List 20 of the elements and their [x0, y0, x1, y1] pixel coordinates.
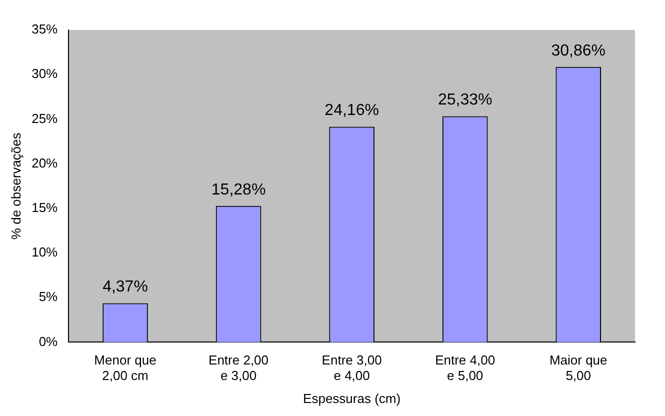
data-label: 25,33%	[438, 92, 492, 109]
data-label: 15,28%	[211, 181, 266, 198]
y-tick-label: 35%	[32, 22, 58, 37]
data-label: 4,37%	[102, 278, 148, 296]
data-label: 24,16%	[324, 102, 379, 120]
x-tick-label: Entre 2,00 e 3,00	[208, 352, 269, 384]
y-tick-label: 20%	[32, 155, 58, 170]
data-label: 30,86%	[551, 42, 606, 60]
x-tick-label: Entre 4,00 e 5,00	[435, 352, 496, 384]
y-tick-label: 30%	[32, 66, 58, 82]
y-tick-label: 5%	[38, 289, 58, 304]
y-tick-label: 10%	[32, 244, 58, 260]
y-axis-title: % de observações	[8, 132, 24, 240]
y-tick-label: 25%	[32, 110, 58, 126]
x-tick-label: Maior que 5,00	[549, 352, 608, 384]
x-axis-title: Espessuras (cm)	[303, 390, 401, 406]
x-tick-label: Entre 3,00 e 4,00	[322, 352, 382, 384]
y-tick-label: 15%	[32, 200, 58, 215]
x-tick-label: Menor que 2,00 cm	[94, 352, 156, 384]
y-tick-label: 0%	[38, 334, 58, 349]
